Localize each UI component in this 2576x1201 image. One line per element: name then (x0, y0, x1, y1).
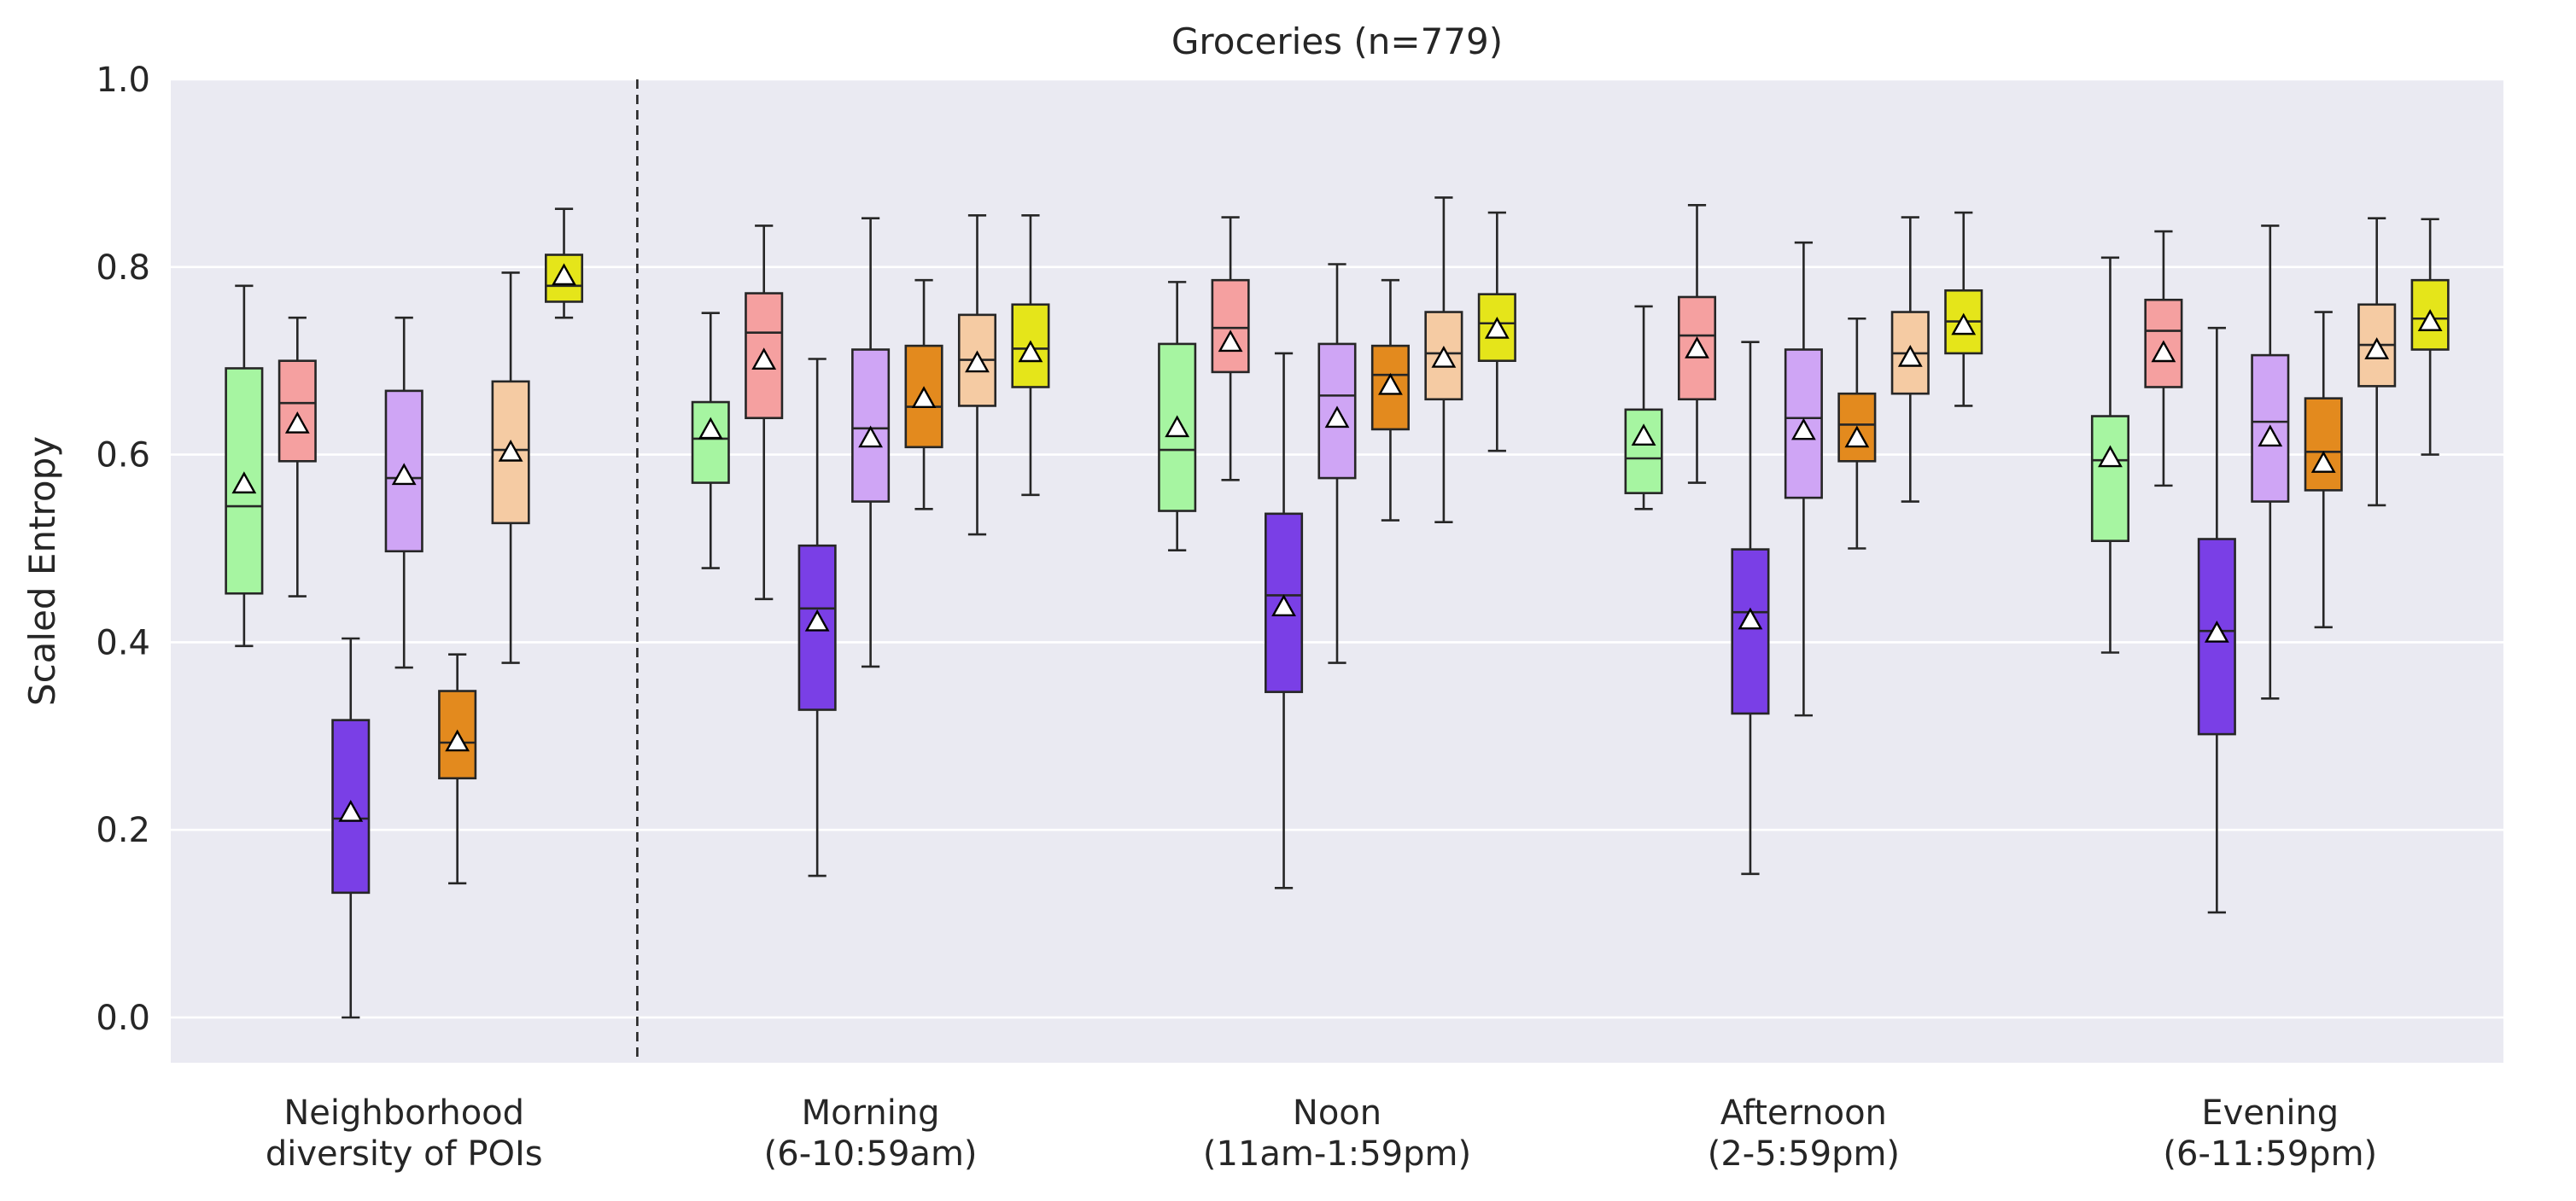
mean-marker (1218, 329, 1243, 353)
mean-marker (1631, 423, 1656, 446)
mean-marker (1378, 372, 1403, 395)
mean-marker (1791, 417, 1816, 440)
mean-marker (1685, 336, 1709, 359)
box (1211, 278, 1250, 374)
mean-marker (445, 729, 470, 752)
mean-marker (1018, 340, 1043, 363)
x-tick-label: diversity of POIs (266, 1134, 543, 1174)
box (1624, 408, 1663, 494)
mean-marker (2310, 451, 2336, 473)
box (2090, 415, 2129, 543)
mean-marker (552, 263, 576, 286)
x-tick-label: Noon (1293, 1093, 1381, 1133)
y-tick-label: 1.0 (96, 61, 150, 100)
x-tick-label: Afternoon (1720, 1093, 1887, 1133)
mean-marker (284, 411, 310, 434)
x-tick-label: Neighborhood (283, 1093, 524, 1133)
mean-marker (911, 386, 937, 409)
mean-marker (1431, 346, 1457, 368)
mean-marker (858, 425, 883, 448)
mean-marker (1484, 316, 1510, 339)
box-groups (225, 196, 2450, 1019)
mean-marker (1844, 425, 1870, 448)
mean-marker (698, 417, 723, 440)
x-tick-label: Morning (802, 1093, 940, 1133)
mean-marker (2364, 337, 2390, 359)
box (277, 359, 317, 463)
box-group (225, 207, 584, 1019)
mean-marker (1951, 312, 1977, 335)
y-tick-label: 0.8 (96, 248, 150, 288)
y-tick-label: 0.2 (96, 811, 150, 850)
mean-marker (2098, 445, 2123, 468)
y-tick-label: 0.4 (96, 623, 150, 662)
x-tick-label: (11am-1:59pm) (1203, 1134, 1471, 1174)
box (1731, 548, 1770, 715)
y-tick-label: 0.6 (96, 436, 150, 475)
mean-marker (1324, 405, 1350, 429)
mean-marker (804, 609, 830, 632)
mean-marker (1271, 594, 1296, 617)
mean-marker (1165, 415, 1190, 438)
box (904, 344, 943, 449)
x-tick-label: (2-5:59pm) (1708, 1134, 1900, 1174)
y-axis-label: Scaled Entropy (21, 436, 63, 706)
box-group (1624, 203, 1983, 876)
box-group (691, 214, 1050, 877)
mean-marker (2417, 309, 2443, 331)
box (2304, 397, 2343, 492)
mean-marker (965, 350, 990, 373)
mean-marker (391, 463, 417, 486)
x-tick-label: Evening (2201, 1093, 2339, 1133)
mean-marker (2258, 424, 2283, 447)
mean-marker (2151, 340, 2176, 363)
mean-marker (2204, 621, 2229, 643)
box-group (2090, 217, 2450, 914)
mean-marker (498, 439, 523, 462)
box-group (1158, 196, 1516, 889)
mean-marker (231, 471, 257, 494)
mean-marker (751, 347, 777, 370)
x-tick-label: (6-11:59pm) (2163, 1134, 2377, 1174)
mean-marker (338, 799, 364, 822)
box (691, 400, 730, 484)
mean-marker (1897, 344, 1923, 367)
y-tick-label: 0.0 (96, 999, 150, 1038)
chart-title: Groceries (n=779) (1171, 20, 1503, 62)
x-tick-label: (6-10:59am) (764, 1134, 978, 1174)
mean-marker (1738, 607, 1763, 630)
y-axis-ticks: 0.0 0.2 0.4 0.6 0.8 1.0 (96, 61, 150, 1038)
